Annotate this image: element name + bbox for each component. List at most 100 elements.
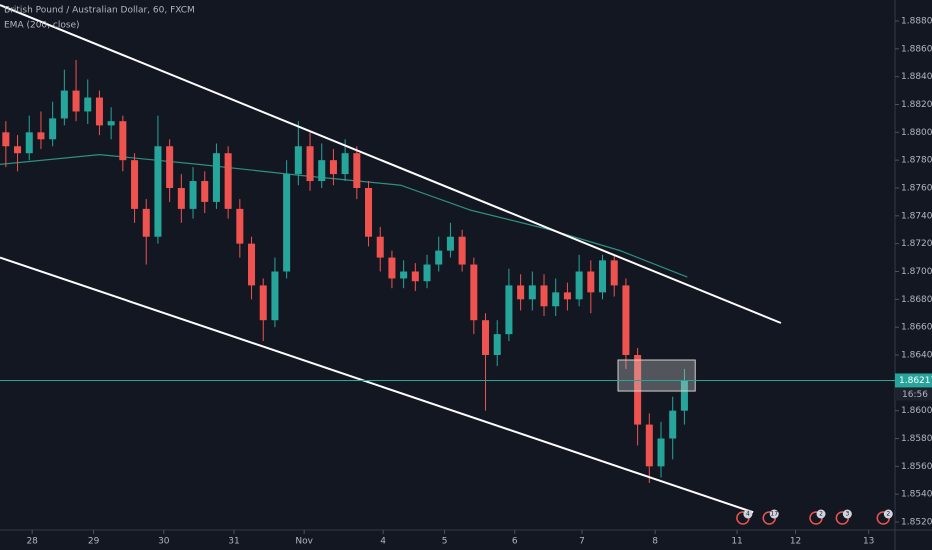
candle-body bbox=[142, 208, 150, 237]
y-tick-label: 1.86800 bbox=[901, 295, 932, 305]
event-badge bbox=[816, 509, 826, 519]
trendline bbox=[0, 256, 754, 514]
candle-body bbox=[435, 250, 443, 265]
candle-body bbox=[575, 271, 583, 300]
candle-body bbox=[49, 118, 57, 140]
candle-body bbox=[177, 188, 185, 209]
candle-body bbox=[411, 271, 419, 282]
candle-body bbox=[72, 90, 80, 112]
y-tick-label: 1.85600 bbox=[901, 462, 932, 472]
candle-body bbox=[552, 292, 560, 307]
candle-body bbox=[505, 285, 513, 335]
candle-body bbox=[587, 271, 595, 293]
y-tick-label: 1.87800 bbox=[901, 156, 932, 166]
candle-body bbox=[610, 260, 618, 286]
candle-body bbox=[189, 181, 197, 209]
candle-body bbox=[306, 146, 314, 182]
plot-area bbox=[0, 4, 782, 514]
countdown-label: 16:56 bbox=[902, 390, 928, 400]
trendline bbox=[0, 4, 782, 324]
event-badge bbox=[842, 509, 852, 519]
y-tick-label: 1.86400 bbox=[901, 351, 932, 361]
event-badge bbox=[743, 509, 753, 519]
candle-body bbox=[283, 174, 291, 272]
candle-body bbox=[493, 334, 501, 355]
candle-body bbox=[657, 438, 665, 467]
event-marker[interactable]: 17 bbox=[762, 509, 779, 525]
x-tick-label: 31 bbox=[228, 537, 239, 547]
candle-body bbox=[2, 132, 10, 147]
candle-body bbox=[236, 208, 244, 244]
candle-body bbox=[259, 285, 267, 321]
event-count: 2 bbox=[886, 511, 890, 518]
event-marker[interactable]: 2 bbox=[809, 509, 826, 525]
candle-body bbox=[622, 285, 630, 355]
x-tick-label: 6 bbox=[512, 537, 518, 547]
candle-body bbox=[25, 132, 33, 154]
candle-body bbox=[224, 153, 232, 209]
candle-body bbox=[271, 271, 279, 321]
candle-body bbox=[458, 236, 466, 265]
y-tick-label: 1.85400 bbox=[901, 490, 932, 500]
candle-body bbox=[201, 181, 209, 202]
candle-body bbox=[95, 97, 103, 126]
candle-body bbox=[131, 160, 139, 209]
x-tick-label: 4 bbox=[380, 537, 386, 547]
candle-body bbox=[329, 160, 337, 175]
candle-body bbox=[107, 121, 115, 126]
candle-body bbox=[400, 271, 408, 279]
candle-body bbox=[318, 160, 326, 182]
x-tick-label: 28 bbox=[26, 537, 38, 547]
candle-body bbox=[470, 264, 478, 321]
x-tick-label: Nov bbox=[295, 537, 313, 547]
candle-body bbox=[680, 380, 688, 411]
y-tick-label: 1.87200 bbox=[901, 239, 932, 249]
event-count: 4 bbox=[746, 511, 750, 518]
y-tick-label: 1.86600 bbox=[901, 323, 932, 333]
candle-body bbox=[388, 257, 396, 279]
candle-body bbox=[376, 236, 384, 258]
x-tick-label: 5 bbox=[442, 537, 448, 547]
y-tick-label: 1.85200 bbox=[901, 518, 932, 528]
candle-body bbox=[634, 355, 642, 425]
candle-body bbox=[248, 243, 256, 286]
candle-body bbox=[669, 410, 677, 439]
indicator-label: EMA (200, close) bbox=[4, 21, 80, 31]
y-tick-label: 1.86000 bbox=[901, 406, 932, 416]
candle-body bbox=[166, 146, 174, 188]
candle-body bbox=[119, 121, 127, 161]
candle-body bbox=[154, 146, 162, 237]
candle-body bbox=[423, 264, 431, 282]
candle-body bbox=[341, 153, 349, 175]
event-marker[interactable]: 2 bbox=[876, 509, 893, 525]
y-tick-label: 1.85800 bbox=[901, 434, 932, 444]
candle-body bbox=[540, 285, 548, 307]
y-tick-label: 1.87000 bbox=[901, 267, 932, 277]
candle-body bbox=[482, 320, 490, 355]
x-tick-label: 13 bbox=[863, 537, 874, 547]
candle-body bbox=[14, 146, 22, 154]
y-tick-label: 1.88600 bbox=[901, 44, 932, 54]
countdown-box bbox=[895, 387, 932, 401]
y-tick-label: 1.87600 bbox=[901, 184, 932, 194]
event-count: 3 bbox=[845, 511, 849, 518]
y-tick-label: 1.87400 bbox=[901, 211, 932, 221]
candle-body bbox=[446, 236, 454, 251]
event-badge bbox=[769, 509, 779, 519]
last-price-box bbox=[895, 373, 932, 388]
chart-title: British Pound / Australian Dollar, 60, F… bbox=[4, 6, 195, 16]
y-tick-label: 1.88000 bbox=[901, 128, 932, 138]
candle-body bbox=[294, 146, 302, 175]
candle-body bbox=[599, 260, 607, 293]
event-count: 2 bbox=[819, 511, 823, 518]
candle-body bbox=[60, 90, 68, 119]
x-tick-label: 12 bbox=[790, 537, 801, 547]
event-marker[interactable]: 3 bbox=[835, 509, 852, 525]
event-marker[interactable]: 4 bbox=[736, 509, 753, 525]
zone-box bbox=[617, 359, 696, 392]
candle-body bbox=[563, 292, 571, 300]
candle-body bbox=[528, 285, 536, 300]
